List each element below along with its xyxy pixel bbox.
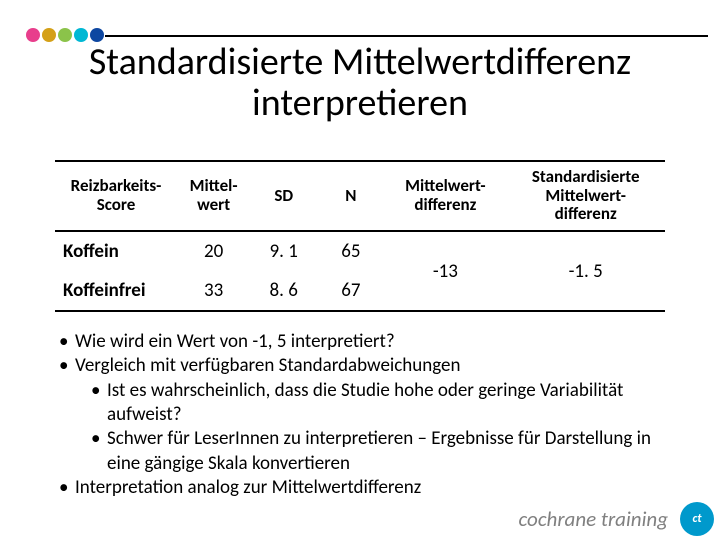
table-cell: 8. 6 xyxy=(250,271,317,311)
smw-diff-cell: -1. 5 xyxy=(506,231,665,311)
table-body: Koffein209. 165-13-1. 5Koffeinfrei338. 6… xyxy=(55,231,665,311)
header-dot-3 xyxy=(74,28,88,42)
table-cell: 67 xyxy=(317,271,384,311)
header-dot-1 xyxy=(42,28,56,42)
table-col-header: Mittelwert-differenz xyxy=(384,161,506,231)
mw-diff-cell: -13 xyxy=(384,231,506,311)
header-dot-0 xyxy=(26,28,40,42)
table-col-header: StandardisierteMittelwert-differenz xyxy=(506,161,665,231)
table-row-label: Koffein xyxy=(55,231,177,271)
list-item: Schwer für LeserInnen zu interpretieren … xyxy=(87,427,680,476)
header-rule xyxy=(105,35,708,37)
table-col-header: Reizbarkeits-Score xyxy=(55,161,177,231)
slide-title: Standardisierte Mittelwertdifferenz inte… xyxy=(0,42,720,124)
footer-badge-text: ct xyxy=(692,512,701,526)
list-item: Ist es wahrscheinlich, dass die Studie h… xyxy=(87,379,680,428)
title-line-1: Standardisierte Mittelwertdifferenz xyxy=(89,39,631,85)
table-header-row: Reizbarkeits-ScoreMittel-wertSDNMittelwe… xyxy=(55,161,665,231)
slide: Standardisierte Mittelwertdifferenz inte… xyxy=(0,0,720,540)
table-row-label: Koffeinfrei xyxy=(55,271,177,311)
bullet-list: Wie wird ein Wert von -1, 5 interpretier… xyxy=(55,330,680,500)
data-table: Reizbarkeits-ScoreMittel-wertSDNMittelwe… xyxy=(55,160,665,312)
table-row: Koffein209. 165-13-1. 5 xyxy=(55,231,665,271)
list-item: Wie wird ein Wert von -1, 5 interpretier… xyxy=(55,330,680,354)
table-col-header: N xyxy=(317,161,384,231)
table-cell: 33 xyxy=(177,271,250,311)
bullet-ul: Wie wird ein Wert von -1, 5 interpretier… xyxy=(55,330,680,500)
list-item: Interpretation analog zur Mittelwertdiff… xyxy=(55,476,680,500)
table-col-header: Mittel-wert xyxy=(177,161,250,231)
table-cell: 65 xyxy=(317,231,384,271)
footer-text: cochrane training xyxy=(518,506,668,532)
list-item: Vergleich mit verfügbaren Standardabweic… xyxy=(55,354,680,378)
header-dot-2 xyxy=(58,28,72,42)
footer-badge: ct xyxy=(680,502,714,536)
title-line-2: interpretieren xyxy=(252,80,468,126)
table-cell: 9. 1 xyxy=(250,231,317,271)
table-col-header: SD xyxy=(250,161,317,231)
table-cell: 20 xyxy=(177,231,250,271)
